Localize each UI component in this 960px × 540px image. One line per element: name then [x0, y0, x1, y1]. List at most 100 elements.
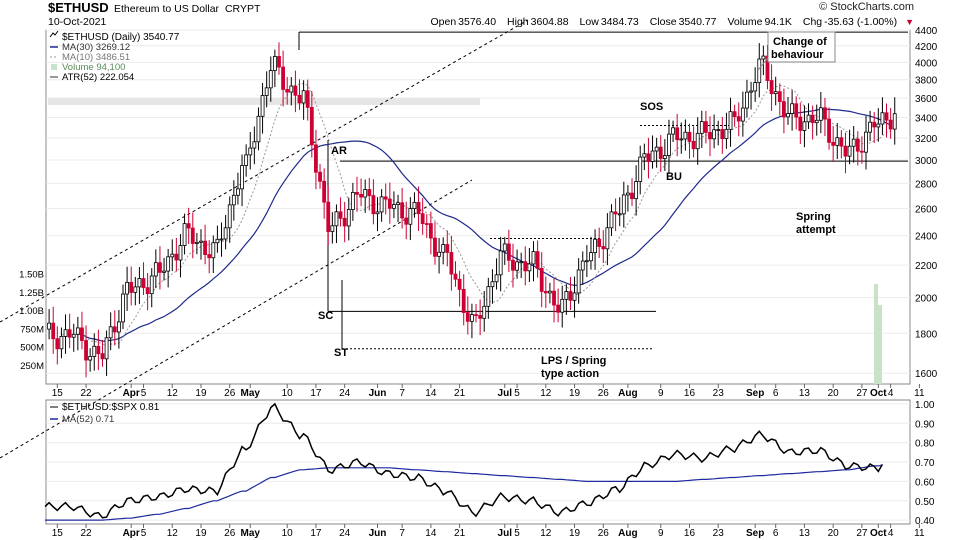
ohlc-readout: Open 3576.40 High 3604.88 Low 3484.73 Close…	[430, 16, 914, 28]
candle-body	[47, 322, 52, 330]
candle-body	[515, 261, 519, 271]
chart-date: 10-Oct-2021	[48, 16, 107, 28]
ratio-tick-label: 1.00	[915, 400, 935, 411]
candle-body	[145, 287, 150, 295]
candle-body	[601, 246, 606, 250]
candle-body	[67, 329, 72, 338]
x-tick-label-lower: Jun	[369, 528, 387, 539]
symbol-name: Ethereum to US Dollar	[114, 3, 220, 15]
candle-body	[379, 196, 384, 213]
candle-body	[757, 58, 762, 84]
candle-body	[859, 150, 864, 153]
candle-body	[215, 238, 220, 244]
annotation-change: Change of	[773, 36, 827, 48]
candle-body	[330, 225, 335, 232]
annotation-lps: LPS / Spring	[541, 355, 606, 367]
candle-body	[478, 315, 483, 319]
x-tick-label-lower: Apr	[123, 528, 140, 539]
candle-body	[104, 337, 109, 360]
channel-upper-line	[0, 19, 529, 323]
annotation-ar: AR	[331, 145, 347, 157]
x-tick-label-lower: Jul	[498, 528, 513, 539]
candle-body	[71, 333, 76, 338]
candle-body	[371, 195, 376, 215]
annotation-spring-2: attempt	[796, 224, 836, 236]
candle-body	[207, 254, 212, 259]
candle-body	[753, 82, 758, 92]
candle-body	[523, 261, 528, 272]
candle-body	[474, 314, 478, 317]
candle-body	[301, 90, 306, 104]
candle-body	[745, 91, 749, 109]
x-tick-label: 10	[282, 388, 294, 399]
volume-tick-label: 750M	[20, 324, 44, 335]
x-tick-label: 26	[598, 388, 610, 399]
candle-body	[543, 291, 548, 294]
candle-body	[810, 114, 815, 124]
annotation-st: ST	[334, 347, 348, 359]
candle-body	[892, 113, 897, 130]
candle-body	[342, 217, 347, 227]
candle-body	[823, 107, 827, 120]
x-tick-label-lower: 11	[914, 528, 925, 539]
candle-body	[646, 153, 651, 162]
candle-body	[687, 131, 692, 142]
candle-body	[777, 91, 782, 102]
candle-body	[88, 356, 93, 361]
candle-body	[359, 193, 363, 198]
price-tick-label: 3600	[915, 94, 938, 105]
candle-body	[166, 256, 171, 272]
candle-body	[876, 123, 881, 128]
candle-body	[236, 188, 240, 196]
candle-body	[662, 155, 667, 159]
x-tick-label: Oct	[870, 388, 887, 399]
candle-body	[621, 194, 626, 215]
candle-body	[153, 262, 158, 277]
candle-body	[383, 196, 388, 200]
x-tick-label: Jun	[369, 388, 387, 399]
annotation-sos: SOS	[640, 101, 663, 113]
volume-tick-label: 250M	[20, 361, 44, 372]
x-tick-label: 5	[514, 388, 520, 399]
x-tick-label-lower: 7	[399, 528, 405, 539]
x-tick-label-lower: Aug	[618, 528, 637, 539]
candle-body	[683, 131, 688, 140]
x-tick-label: 17	[310, 388, 322, 399]
candle-body	[630, 192, 634, 200]
candle-body	[108, 326, 113, 339]
chart-type-icon	[49, 30, 59, 38]
candle-body	[412, 201, 417, 210]
ratio-tick-label: 0.80	[915, 439, 935, 450]
x-tick-label-lower: 9	[658, 528, 664, 539]
candle-body	[786, 113, 790, 118]
x-tick-label: Sep	[746, 388, 764, 399]
candle-body	[194, 241, 199, 244]
candle-body	[486, 286, 491, 307]
candle-body	[794, 103, 799, 118]
candle-body	[720, 129, 725, 140]
candle-body	[798, 116, 803, 131]
x-tick-label: 5	[141, 388, 147, 399]
x-tick-label: 16	[684, 388, 696, 399]
x-tick-label: 26	[224, 388, 236, 399]
legend-ratio-ma: MA(52) 0.71	[62, 414, 114, 425]
candle-body	[634, 181, 639, 200]
volume-value: 94.1K	[764, 16, 792, 28]
candle-body	[375, 211, 380, 215]
x-tick-label-lower: 5	[141, 528, 147, 539]
ratio-tick-label: 0.50	[915, 497, 935, 508]
price-tick-label: 2600	[915, 204, 938, 215]
candle-body	[219, 238, 224, 241]
symbol-title: $ETHUSD	[48, 0, 109, 15]
down-triangle-icon: ▼	[905, 17, 914, 27]
x-tick-label: 19	[569, 388, 581, 399]
candle-body	[244, 154, 249, 166]
candle-body	[626, 192, 630, 196]
volume-bars	[874, 284, 882, 384]
volume-tick-label: 1.50B	[19, 270, 44, 281]
candle-body	[506, 243, 511, 261]
x-tick-label-lower: 16	[684, 528, 696, 539]
x-tick-label-lower: 12	[167, 528, 179, 539]
candle-body	[782, 101, 786, 118]
x-tick-label-lower: 17	[310, 528, 322, 539]
